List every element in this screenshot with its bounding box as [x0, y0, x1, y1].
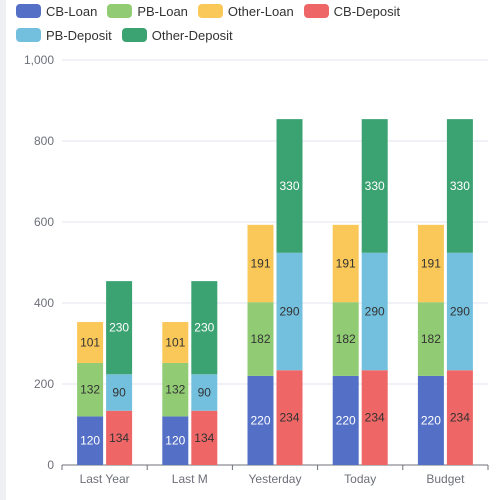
bar-other-loan [332, 224, 359, 303]
bar-pb-loan [247, 302, 274, 376]
bar-pb-deposit [106, 374, 133, 411]
bar-other-deposit [276, 119, 303, 253]
bar-cb-deposit [446, 370, 473, 465]
x-tick-label: Today [344, 472, 376, 486]
bar-other-deposit [106, 281, 133, 375]
bar-other-loan [417, 224, 444, 303]
data-label: 330 [365, 179, 385, 193]
data-label: 234 [450, 411, 470, 425]
legend-label: Other-Loan [227, 3, 294, 19]
legend-label: PB-Deposit [46, 27, 112, 43]
bar-pb-loan [332, 302, 359, 376]
data-label: 290 [450, 305, 470, 319]
bar-other-loan [247, 224, 274, 303]
legend-item-other-loan[interactable]: Other-Loan [197, 2, 294, 20]
y-tick-label: 400 [34, 296, 54, 310]
data-label: 182 [421, 332, 441, 346]
legend-item-cb-loan[interactable]: CB-Loan [16, 2, 97, 20]
legend-swatch [303, 4, 329, 18]
bar-cb-deposit [361, 370, 388, 465]
left-edge-strip [0, 0, 6, 500]
data-label: 230 [194, 321, 214, 335]
bar-cb-loan [332, 375, 359, 465]
x-tick-label: Budget [426, 472, 465, 486]
data-label: 220 [336, 413, 356, 427]
data-label: 182 [336, 332, 356, 346]
data-label: 330 [450, 179, 470, 193]
bar-pb-deposit [446, 252, 473, 371]
data-label: 290 [365, 305, 385, 319]
bar-pb-deposit [276, 252, 303, 371]
data-label: 230 [109, 321, 129, 335]
data-label: 234 [279, 411, 299, 425]
legend-swatch [16, 4, 41, 18]
bar-pb-loan [162, 362, 189, 417]
y-tick-label: 800 [34, 134, 54, 148]
legend-swatch [16, 28, 41, 42]
legend-swatch [197, 4, 223, 18]
bar-pb-deposit [191, 374, 218, 411]
bar-cb-deposit [191, 410, 218, 465]
data-label: 90 [112, 386, 126, 400]
data-label: 132 [80, 383, 100, 397]
legend-swatch [107, 4, 133, 18]
bar-other-loan [162, 322, 189, 363]
x-tick-label: Last M [172, 472, 208, 486]
x-tick-label: Yesterday [249, 472, 302, 486]
data-label: 134 [109, 431, 129, 445]
legend-item-cb-deposit[interactable]: CB-Deposit [303, 2, 401, 20]
legend-item-pb-deposit[interactable]: PB-Deposit [16, 26, 112, 44]
bar-other-deposit [446, 119, 473, 253]
y-tick-label: 1,000 [24, 53, 54, 67]
bar-cb-deposit [276, 370, 303, 465]
legend-label: PB-Loan [137, 3, 188, 19]
data-label: 101 [80, 335, 100, 349]
bar-cb-loan [417, 375, 444, 465]
legend-swatch [121, 28, 147, 42]
bar-other-loan [77, 322, 104, 363]
data-label: 290 [279, 305, 299, 319]
data-label: 120 [165, 434, 185, 448]
data-label: 191 [336, 257, 356, 271]
bar-cb-deposit [106, 410, 133, 465]
legend-label: CB-Loan [46, 3, 98, 19]
bar-pb-loan [77, 362, 104, 417]
data-label: 191 [421, 257, 441, 271]
bar-cb-loan [77, 416, 104, 465]
bar-pb-deposit [361, 252, 388, 371]
legend-label: Other-Deposit [151, 27, 233, 43]
data-label: 90 [198, 386, 212, 400]
legend-item-other-deposit[interactable]: Other-Deposit [121, 26, 233, 44]
data-label: 134 [194, 431, 214, 445]
bar-other-deposit [361, 119, 388, 253]
data-label: 191 [250, 257, 270, 271]
data-label: 101 [165, 335, 185, 349]
bar-other-deposit [191, 281, 218, 375]
y-tick-label: 200 [34, 377, 54, 391]
data-label: 234 [365, 411, 385, 425]
legend-label: CB-Deposit [333, 3, 401, 19]
legend-item-pb-loan[interactable]: PB-Loan [107, 2, 188, 20]
bar-cb-loan [162, 416, 189, 465]
y-tick-label: 0 [47, 458, 54, 472]
bar-pb-loan [417, 302, 444, 376]
data-label: 220 [250, 413, 270, 427]
bar-cb-loan [247, 375, 274, 465]
legend: CB-Loan PB-Loan Other-Loan CB-Deposit PB-Dep… [16, 2, 500, 44]
data-label: 220 [421, 413, 441, 427]
data-label: 182 [250, 332, 270, 346]
data-label: 330 [279, 179, 299, 193]
x-tick-label: Last Year [80, 472, 130, 486]
data-label: 132 [165, 383, 185, 397]
data-label: 120 [80, 434, 100, 448]
y-tick-label: 600 [34, 215, 54, 229]
